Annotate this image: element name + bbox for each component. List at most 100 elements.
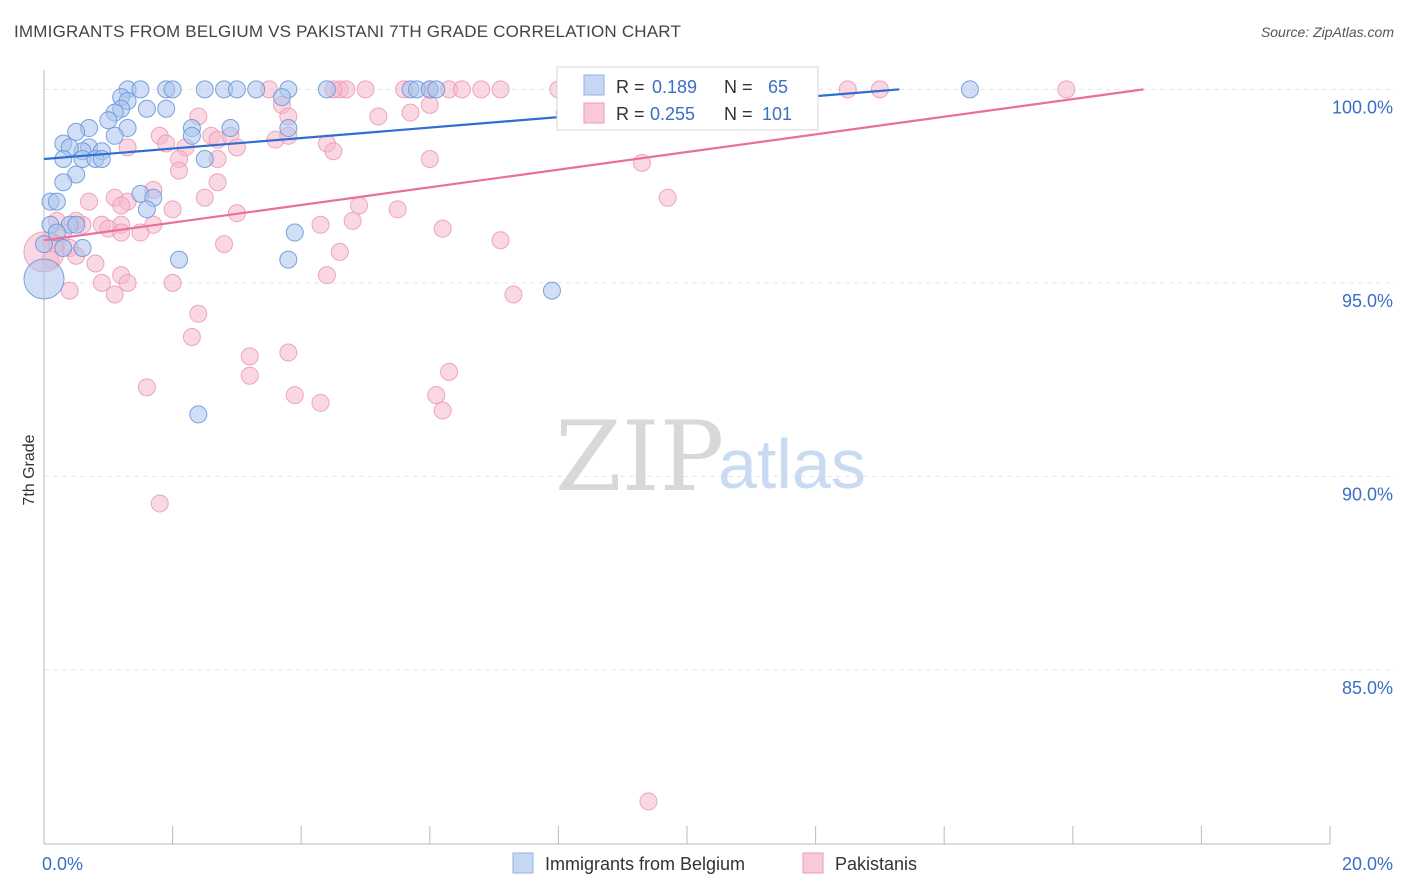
point-pakistanis: [170, 161, 189, 180]
point-belgium: [163, 80, 182, 99]
point-belgium: [137, 99, 156, 118]
point-pakistanis: [86, 254, 105, 273]
point-belgium: [157, 99, 176, 118]
point-belgium: [279, 119, 298, 138]
point-pakistanis: [1057, 80, 1076, 99]
point-pakistanis: [317, 266, 336, 285]
point-belgium: [23, 258, 65, 300]
y-tick-label: 90.0%: [1342, 484, 1393, 504]
legend-label-pakistanis: Pakistanis: [835, 854, 917, 874]
point-belgium: [35, 235, 53, 254]
point-pakistanis: [163, 273, 182, 292]
point-pakistanis: [324, 142, 343, 161]
point-pakistanis: [105, 285, 124, 304]
point-pakistanis: [112, 196, 131, 215]
point-belgium: [195, 80, 214, 99]
point-belgium: [67, 215, 86, 234]
point-pakistanis: [80, 192, 99, 211]
stats-r-label-pakistanis: R =: [616, 104, 645, 124]
point-pakistanis: [356, 80, 375, 99]
series-pakistanis: [23, 80, 1076, 811]
point-pakistanis: [440, 362, 459, 381]
legend: Immigrants from Belgium Pakistanis: [512, 852, 917, 874]
point-pakistanis: [838, 80, 857, 99]
point-belgium: [54, 173, 73, 192]
y-tick-labels: 100.0% 95.0% 90.0% 85.0%: [1332, 97, 1393, 698]
point-pakistanis: [163, 200, 182, 219]
point-pakistanis: [504, 285, 523, 304]
point-pakistanis: [330, 242, 349, 261]
point-pakistanis: [658, 188, 677, 207]
point-pakistanis: [112, 223, 131, 242]
point-belgium: [542, 281, 561, 300]
point-belgium: [170, 250, 189, 269]
axes: [43, 70, 1331, 845]
point-pakistanis: [279, 343, 298, 362]
point-belgium: [99, 111, 118, 130]
source-label: Source: ZipAtlas.com: [1260, 24, 1394, 40]
point-belgium: [189, 405, 208, 424]
point-belgium: [960, 80, 979, 99]
watermark-atlas: atlas: [718, 425, 866, 503]
point-pakistanis: [491, 80, 510, 99]
point-pakistanis: [350, 196, 369, 215]
legend-swatch-pakistanis: [802, 852, 824, 874]
point-belgium: [247, 80, 266, 99]
x-tick-labels: 0.0% 20.0%: [42, 854, 1393, 874]
series-belgium: [23, 80, 979, 424]
stats-r-value-pakistanis: 0.255: [650, 104, 695, 124]
point-belgium: [137, 200, 156, 219]
trendline-pakistanis: [43, 88, 1144, 242]
stats-swatch-belgium: [583, 74, 605, 96]
point-pakistanis: [401, 103, 420, 122]
point-belgium: [221, 119, 240, 138]
point-pakistanis: [240, 347, 259, 366]
point-pakistanis: [215, 235, 234, 254]
point-pakistanis: [285, 386, 304, 405]
point-belgium: [47, 192, 66, 211]
legend-label-belgium: Immigrants from Belgium: [545, 854, 745, 874]
point-belgium: [279, 250, 298, 269]
point-belgium: [54, 239, 73, 258]
point-pakistanis: [420, 95, 439, 114]
y-tick-label: 85.0%: [1342, 678, 1393, 698]
point-pakistanis: [427, 386, 446, 405]
point-pakistanis: [343, 211, 362, 230]
watermark: ZIP atlas: [555, 401, 866, 513]
point-pakistanis: [150, 494, 169, 513]
point-pakistanis: [639, 792, 658, 811]
point-pakistanis: [189, 304, 208, 323]
point-belgium: [227, 80, 246, 99]
point-belgium: [182, 126, 201, 145]
point-pakistanis: [433, 401, 452, 420]
point-pakistanis: [472, 80, 491, 99]
point-pakistanis: [240, 366, 259, 385]
point-pakistanis: [388, 200, 407, 219]
stats-r-label-belgium: R =: [616, 77, 645, 97]
point-pakistanis: [369, 107, 388, 126]
point-belgium: [272, 88, 291, 107]
stats-n-value-pakistanis: 101: [762, 104, 792, 124]
y-tick-label: 95.0%: [1342, 291, 1393, 311]
stats-n-label-belgium: N =: [724, 77, 753, 97]
point-pakistanis: [137, 378, 156, 397]
y-axis-title: 7th Grade: [21, 434, 38, 505]
point-pakistanis: [60, 281, 79, 300]
watermark-zip: ZIP: [555, 401, 724, 513]
y-tick-label: 100.0%: [1332, 97, 1393, 117]
point-belgium: [131, 80, 150, 99]
stats-r-value-belgium: 0.189: [652, 77, 697, 97]
point-belgium: [47, 223, 66, 242]
point-belgium: [67, 122, 86, 141]
chart-title: IMMIGRANTS FROM BELGIUM VS PAKISTANI 7TH…: [14, 22, 682, 41]
point-pakistanis: [208, 173, 227, 192]
stats-n-value-belgium: 65: [768, 77, 788, 97]
stats-box: R = 0.189 N = 65 R = 0.255 N = 101: [556, 66, 819, 131]
point-pakistanis: [491, 231, 510, 250]
point-pakistanis: [227, 138, 246, 157]
point-belgium: [427, 80, 446, 99]
point-pakistanis: [420, 150, 439, 169]
point-pakistanis: [433, 219, 452, 238]
point-pakistanis: [311, 215, 330, 234]
